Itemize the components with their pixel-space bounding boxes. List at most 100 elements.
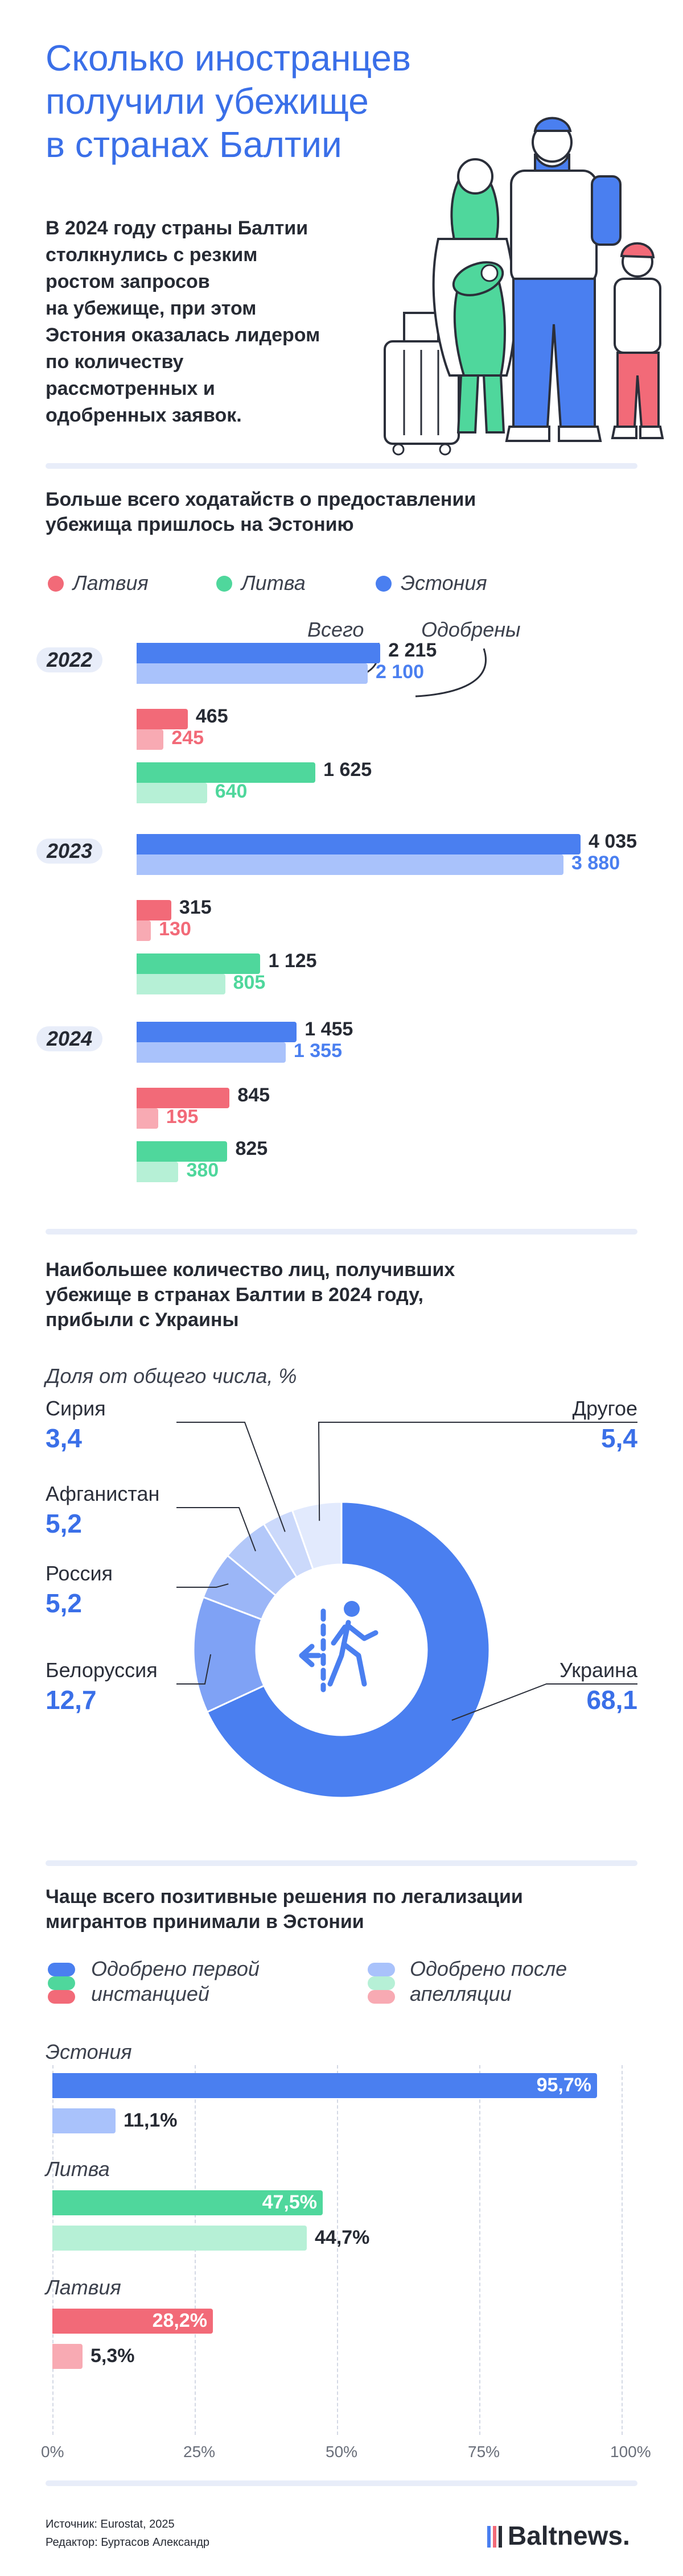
page-title: Сколько иностранцев получили убежище в с… (46, 36, 489, 166)
heading-line: убежище в странах Балтии в 2024 году, (46, 1284, 423, 1306)
value-label-total: 845 (237, 1084, 270, 1106)
gridline (52, 2065, 54, 2435)
value-label-approved: 805 (233, 972, 266, 993)
title-line: в странах Балтии (46, 124, 342, 165)
value-label-approved: 3 880 (571, 852, 620, 874)
suitcase-icon (384, 312, 460, 456)
bar-appeal (52, 2344, 83, 2369)
heading-line: Наибольшее количество лиц, получивших (46, 1259, 455, 1281)
slice-value: 5,2 (46, 1588, 82, 1618)
bar-approved (137, 1162, 179, 1182)
slice-label: Россия (46, 1562, 113, 1585)
annot-total: Всего (307, 618, 364, 641)
value-label-approved: 380 (186, 1159, 219, 1181)
bar-total (137, 1088, 230, 1108)
donut-slice (206, 1501, 491, 1799)
leader-line (176, 1654, 212, 1685)
intro-line: В 2024 году страны Балтии (46, 217, 308, 239)
slice-value: 12,7 (46, 1685, 97, 1715)
country-label: Латвия (46, 2276, 121, 2299)
heading-line: убежища пришлось на Эстонию (46, 514, 354, 535)
country-label: Эстония (46, 2040, 132, 2063)
heading-line: мигрантов принимали в Эстонии (46, 1911, 364, 1933)
legend-estonia-swatch (376, 576, 392, 592)
source-note: Источник: Eurostat, 2025 (46, 2518, 175, 2530)
value-label-first: 28,2% (152, 2310, 207, 2331)
value-label-appeal: 5,3% (90, 2345, 135, 2367)
gridline (479, 2065, 480, 2435)
year-label: 2022 (36, 647, 103, 672)
intro-line: на убежище, при этом (46, 298, 257, 319)
title-line: Сколько иностранцев (46, 38, 411, 79)
slice-value: 68,1 (586, 1685, 637, 1715)
section-divider (46, 2480, 637, 2486)
intro-line: по количеству (46, 351, 184, 373)
bar-total (137, 762, 316, 783)
child-figure (611, 242, 664, 439)
legend-appeal-latvia-swatch (368, 1990, 395, 2004)
bar-total (137, 953, 261, 974)
bar-total (137, 1022, 297, 1042)
intro-text: В 2024 году страны Балтии столкнулись с … (46, 215, 398, 429)
x-tick-label: 100% (610, 2443, 651, 2461)
slice-label: Другое (573, 1397, 637, 1420)
x-tick-label: 50% (326, 2443, 358, 2461)
value-label-first: 47,5% (262, 2191, 317, 2213)
x-tick-label: 0% (41, 2443, 64, 2461)
value-label-approved: 195 (166, 1106, 199, 1128)
intro-line: ростом запросов (46, 271, 210, 292)
slice-label: Афганистан (46, 1482, 159, 1505)
heading-line: Чаще всего позитивные решения по легализ… (46, 1886, 523, 1908)
origin-donut-chart: Украина 68,1 Белоруссия 12,7 Россия 5,2 Афгани… (46, 1397, 638, 1799)
legend-first-line: инстанцией (91, 1982, 209, 2005)
leader-line (451, 1683, 637, 1721)
year-label: 2023 (36, 839, 103, 864)
value-label-approved: 1 355 (293, 1040, 343, 1062)
legend-estonia: Эстония (401, 571, 487, 595)
bar-appeal (52, 2108, 116, 2133)
man-figure (505, 117, 622, 442)
country-label: Литва (46, 2157, 110, 2181)
bar-approved (137, 783, 207, 803)
bar-approved (137, 974, 225, 994)
title-line: получили убежище (46, 81, 369, 122)
legend-appeal-estonia-swatch (368, 1963, 395, 1976)
value-label-approved: 245 (171, 727, 204, 749)
value-label-total: 315 (179, 897, 212, 918)
heading-line: Больше всего ходатайств о предоставлении (46, 489, 476, 510)
slice-value: 5,2 (46, 1509, 82, 1538)
legend-appeal-line: апелляции (410, 1982, 512, 2005)
intro-line: столкнулись с резким (46, 244, 258, 266)
legend-latvia-swatch (48, 576, 64, 592)
section1-legend: Латвия Литва Эстония (46, 570, 558, 598)
value-label-appeal: 44,7% (315, 2227, 370, 2248)
section1-heading: Больше всего ходатайств о предоставлении… (46, 487, 476, 537)
editor-note: Редактор: Буртасов Александр (46, 2536, 210, 2549)
gridline (337, 2065, 338, 2435)
donut-slice (291, 1501, 343, 1571)
gridline (195, 2065, 196, 2435)
slice-label: Украина (559, 1658, 638, 1682)
value-label-total: 4 035 (589, 831, 637, 852)
value-label-appeal: 11,1% (124, 2109, 178, 2131)
slice-value: 5,4 (601, 1423, 637, 1453)
leader-line (176, 1422, 286, 1532)
bar-total (137, 900, 171, 920)
bar-first-instance (52, 2190, 323, 2215)
bar-approved (137, 854, 564, 875)
gridline (622, 2065, 623, 2435)
annotation-connectors (359, 642, 487, 697)
intro-line: Эстония оказалась лидером (46, 324, 320, 346)
slice-value: 3,4 (46, 1423, 82, 1453)
value-label-total: 1 125 (268, 950, 317, 972)
value-label-first: 95,7% (536, 2074, 591, 2096)
section3-heading: Чаще всего позитивные решения по легализ… (46, 1884, 523, 1934)
section2-subtitle: Доля от общего числа, % (46, 1364, 297, 1388)
value-label-total: 1 455 (305, 1018, 353, 1040)
bar-total (137, 709, 188, 729)
legend-lithuania: Литва (241, 571, 306, 595)
x-tick-label: 25% (183, 2443, 216, 2461)
legend-appeal-line: Одобрено после (410, 1957, 567, 1980)
leader-line (318, 1422, 637, 1521)
bar-appeal (52, 2226, 307, 2251)
